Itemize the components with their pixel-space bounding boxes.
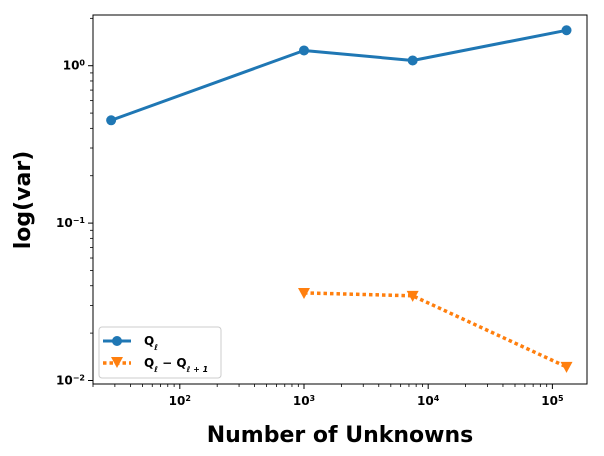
series-line-1: [303, 291, 568, 369]
data-point-series-0: [106, 115, 117, 126]
series-line-0: [110, 28, 567, 122]
data-point-series-1: [297, 287, 310, 299]
x-minor-ticks: [92, 384, 548, 387]
y-minor-ticks: [90, 17, 93, 334]
y-axis-ticks: 10−2 10−1 100: [56, 58, 93, 387]
data-point-series-0: [407, 55, 418, 66]
series-layer: [106, 25, 573, 373]
y-tick-label: 10−2: [56, 373, 85, 388]
legend-label-series-0: Qℓ: [144, 334, 158, 352]
legend: Qℓ Qℓ − Qℓ + 1: [98, 326, 222, 379]
data-point-series-1: [560, 361, 573, 373]
x-tick-label: 105: [541, 394, 564, 409]
x-axis-title: Number of Unknowns: [207, 423, 474, 448]
data-point-series-1: [406, 290, 419, 302]
y-axis-title: log(var): [11, 151, 36, 250]
data-point-series-0: [298, 45, 309, 56]
x-axis-ticks: 102 103 104 105: [169, 384, 564, 408]
legend-marker-series-0: [112, 336, 122, 346]
legend-label-series-1: Qℓ − Qℓ + 1: [144, 356, 208, 374]
legend-marker-series-1: [111, 357, 123, 368]
data-point-series-0: [561, 25, 572, 36]
y-tick-label: 100: [63, 58, 86, 73]
x-tick-label: 103: [293, 394, 315, 409]
plot-area-frame: [92, 14, 588, 385]
x-tick-label: 102: [169, 394, 191, 409]
y-tick-label: 10−1: [56, 216, 85, 231]
x-tick-label: 104: [417, 394, 440, 409]
